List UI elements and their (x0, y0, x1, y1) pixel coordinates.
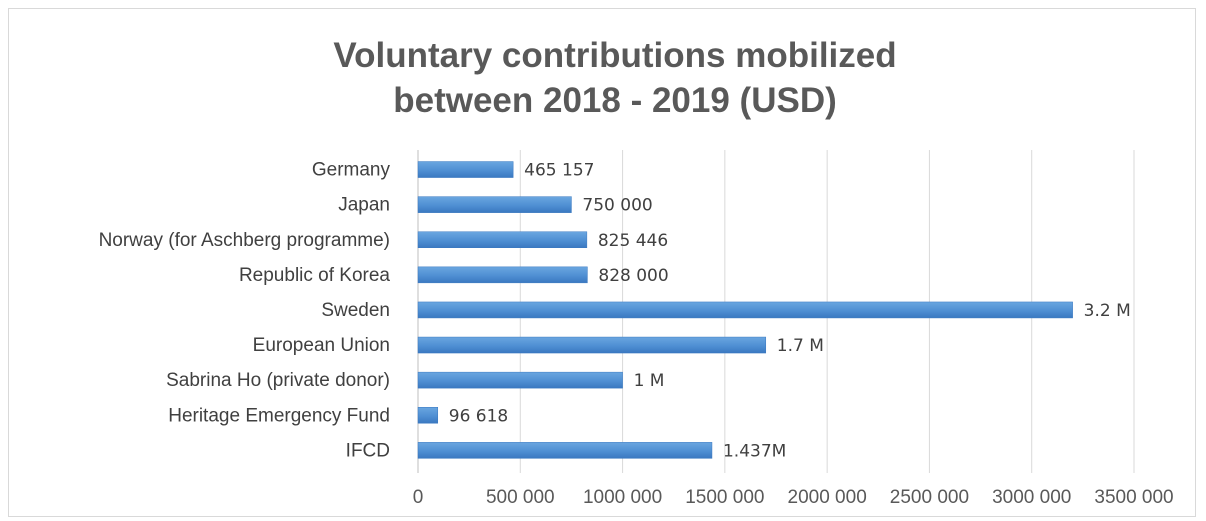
data-label: 3.2 M (1084, 301, 1131, 321)
category-label: IFCD (346, 440, 390, 461)
x-tick-label: 500 000 (486, 487, 555, 508)
x-tick-label: 1500 000 (685, 487, 764, 508)
chart-title-line-2: between 2018 - 2019 (USD) (393, 81, 837, 120)
x-tick-label: 1000 000 (583, 487, 662, 508)
category-label: Republic of Korea (239, 265, 390, 286)
bar (417, 266, 588, 284)
category-label: Heritage Emergency Fund (168, 405, 390, 426)
data-label: 825 446 (598, 231, 668, 251)
data-label: 1.7 M (777, 336, 824, 356)
bar (417, 371, 623, 389)
category-labels: Germany Japan Norway (for Aschberg program… (99, 160, 391, 462)
bar (417, 301, 1073, 319)
data-label: 750 000 (582, 196, 652, 216)
data-label: 828 000 (598, 266, 668, 286)
category-label: Japan (338, 195, 390, 216)
x-tick-label: 3000 000 (992, 487, 1071, 508)
x-tick-label: 0 (413, 487, 424, 508)
category-label: Germany (312, 160, 391, 181)
category-label: European Union (253, 335, 390, 356)
category-label: Sabrina Ho (private donor) (166, 370, 390, 391)
chart-title-line-1: Voluntary contributions mobilized (333, 36, 897, 75)
category-label: Norway (for Aschberg programme) (99, 230, 390, 251)
x-axis-tick-labels: 0 500 000 1000 000 1500 000 2000 000 2500 000… (413, 487, 1174, 508)
bar (417, 407, 439, 424)
data-labels: 465 157 750 000 825 446 828 000 3.2 M 1.7 M 1 … (449, 161, 1131, 462)
data-label: 96 618 (449, 406, 508, 426)
category-label: Sweden (321, 300, 390, 321)
bars (417, 161, 1073, 459)
x-tick-label: 2000 000 (788, 487, 867, 508)
bar (417, 336, 767, 354)
data-label: 1.437M (723, 441, 786, 461)
chart-frame (8, 8, 1196, 517)
chart-title: Voluntary contributions mobilized betwee… (0, 33, 1206, 123)
data-label: 465 157 (524, 161, 594, 181)
data-label: 1 M (634, 371, 665, 391)
x-tick-label: 3500 000 (1094, 487, 1173, 508)
bar (417, 231, 588, 248)
x-tick-label: 2500 000 (890, 487, 969, 508)
bar (417, 161, 514, 178)
bar (417, 442, 713, 459)
bar (417, 196, 572, 213)
